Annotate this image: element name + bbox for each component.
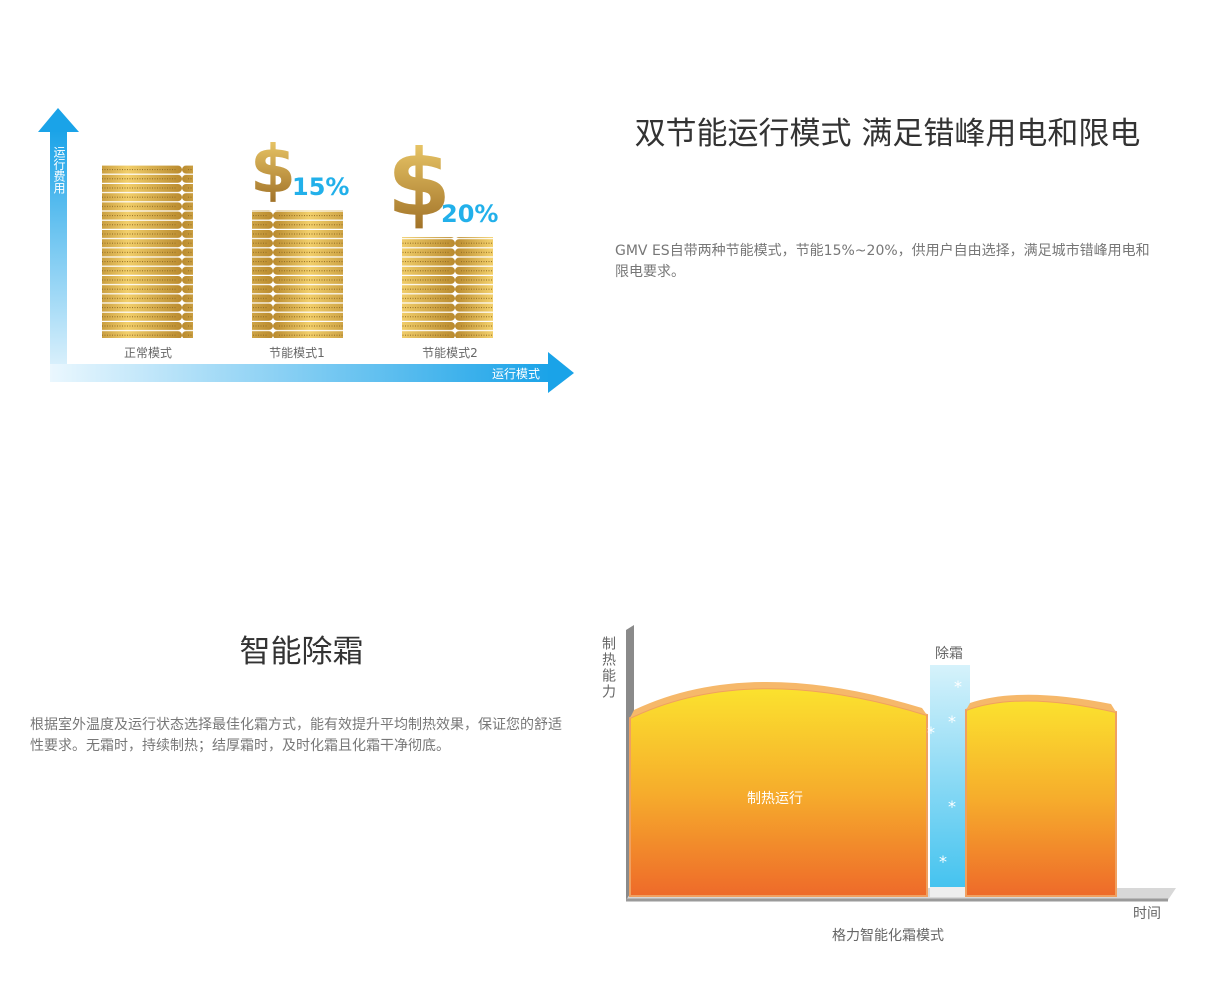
coin-stack-mode2 xyxy=(402,237,493,338)
section1-description: GMV ES自带两种节能模式，节能15%~20%，供用户自由选择，满足城市错峰用… xyxy=(615,243,1150,280)
bar-label: 节能模式2 xyxy=(422,346,478,360)
defrost-label: 除霜 xyxy=(935,646,963,662)
energy-mode-illustration: 运行费用 运行模式 $ 15% $ 20% 正常模式 节能模式1 节能模式2 xyxy=(38,108,574,393)
dollar-icon: $ xyxy=(250,131,296,208)
snowflake-icon: * xyxy=(939,852,947,871)
heating-area-2-top xyxy=(966,694,1116,712)
dollar-icon: $ xyxy=(387,130,451,237)
heating-area-2 xyxy=(965,699,1117,897)
section2-description: 根据室外温度及运行状态选择最佳化霜方式，能有效提升平均制热效果，保证您的舒适性要… xyxy=(30,717,562,754)
section1-title: 双节能运行模式 满足错峰用电和限电 xyxy=(634,116,1141,152)
y-axis-label: 制热能力 xyxy=(600,636,616,700)
x-axis-label: 运行模式 xyxy=(492,367,540,381)
snowflake-icon: * xyxy=(948,797,956,816)
defrost-illustration: 制热能力 * * * * * 除霜 制热运行 时间 格力智能化霜模式 xyxy=(600,625,1176,944)
heating-area-top xyxy=(630,681,927,718)
y-axis-arrow xyxy=(38,108,79,382)
section2-title: 智能除霜 xyxy=(239,634,364,670)
coin-stack-normal xyxy=(102,165,193,338)
saving-15: 15% xyxy=(292,173,349,201)
x-axis-arrow xyxy=(50,352,574,393)
saving-20: 20% xyxy=(441,200,498,228)
bar-label: 节能模式1 xyxy=(269,346,325,360)
snowflake-icon: * xyxy=(927,723,935,742)
heating-label: 制热运行 xyxy=(747,791,803,807)
snowflake-icon: * xyxy=(948,712,956,731)
coin-stack-mode1 xyxy=(252,210,343,338)
defrost-bar xyxy=(930,665,970,887)
x-axis-label: 时间 xyxy=(1133,906,1161,922)
defrost-base xyxy=(930,887,966,897)
y-axis-label: 运行费用 xyxy=(52,146,66,195)
caption: 格力智能化霜模式 xyxy=(832,928,944,944)
bar-label: 正常模式 xyxy=(124,346,172,360)
snowflake-icon: * xyxy=(954,677,962,696)
